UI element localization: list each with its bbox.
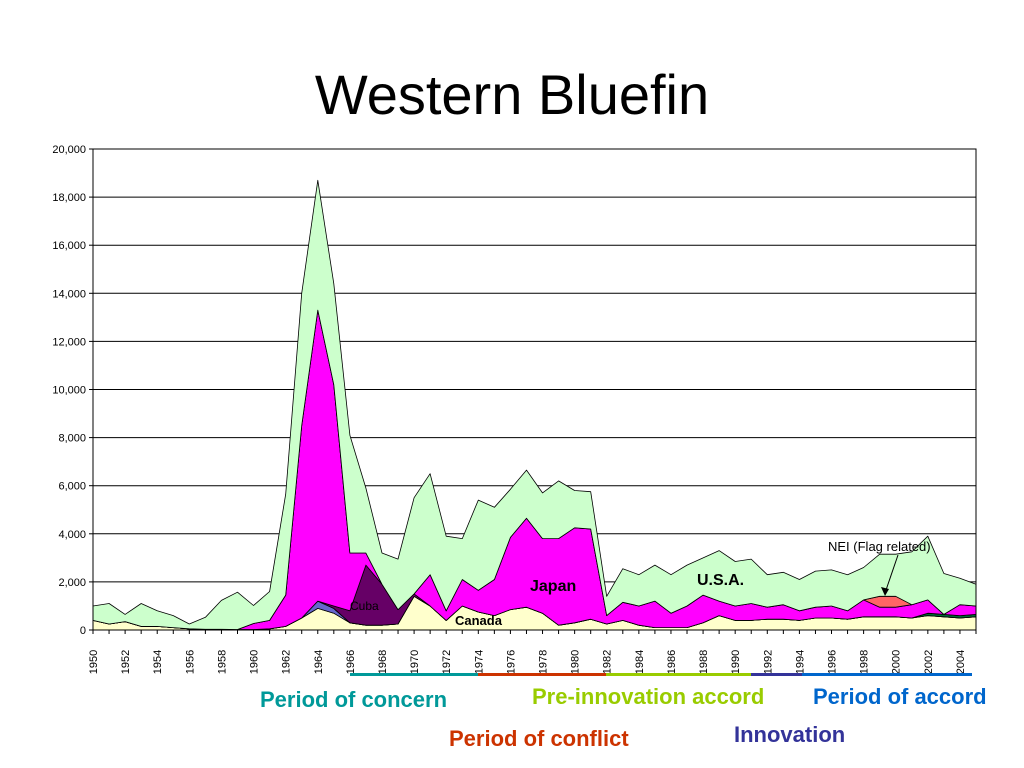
x-tick-label: 1978 <box>538 650 550 674</box>
plot-frame <box>92 148 977 631</box>
y-tick-label: 2,000 <box>58 577 86 589</box>
x-tick-label: 2002 <box>923 650 935 674</box>
y-tick-label: 18,000 <box>52 192 86 204</box>
y-tick-label: 14,000 <box>52 288 86 300</box>
label-canada: Canada <box>455 613 503 628</box>
period-label-accord: Period of accord <box>813 684 987 709</box>
nei-pointer-arrowhead <box>881 587 889 596</box>
slide-title: Western Bluefin <box>314 63 710 126</box>
period-label-conflict: Period of conflict <box>449 726 629 751</box>
label-usa: U.S.A. <box>697 572 744 589</box>
period-bar-conflict <box>478 673 606 676</box>
x-tick-label: 1992 <box>762 650 774 674</box>
period-bar-accord <box>802 673 972 676</box>
label-nei: NEI (Flag related) <box>828 539 931 554</box>
y-tick-label: 0 <box>80 625 86 637</box>
x-tick-label: 1980 <box>570 650 582 674</box>
y-tick-label: 10,000 <box>52 385 86 397</box>
x-tick-label: 1972 <box>441 650 453 674</box>
period-bar-pre-innovation <box>606 673 751 676</box>
period-label-pre-innovation: Pre-innovation accord <box>532 684 765 709</box>
x-tick-label: 1998 <box>859 650 871 674</box>
period-bar-concern <box>350 673 478 676</box>
period-bar-innovation <box>751 673 802 676</box>
period-label-concern: Period of concern <box>260 687 448 712</box>
x-tick-label: 2000 <box>891 650 903 674</box>
x-tick-label: 1950 <box>88 650 100 674</box>
x-tick-label: 1982 <box>602 650 614 674</box>
y-tick-label: 12,000 <box>52 336 86 348</box>
label-japan: Japan <box>530 578 576 595</box>
y-tick-label: 8,000 <box>58 433 86 445</box>
x-tick-label: 1958 <box>216 650 228 674</box>
y-tick-label: 20,000 <box>52 144 86 156</box>
x-tick-label: 1964 <box>313 650 325 674</box>
y-tick-label: 6,000 <box>58 481 86 493</box>
x-tick-label: 2004 <box>955 650 967 674</box>
x-tick-label: 1968 <box>377 650 389 674</box>
x-tick-label: 1962 <box>281 650 293 674</box>
x-tick-label: 1990 <box>730 650 742 674</box>
x-tick-label: 1976 <box>505 650 517 674</box>
x-tick-label: 1986 <box>666 650 678 674</box>
x-tick-label: 1984 <box>634 650 646 674</box>
x-tick-label: 1966 <box>345 650 357 674</box>
x-tick-label: 1996 <box>827 650 839 674</box>
label-cuba: Cuba <box>350 599 379 613</box>
x-tick-label: 1960 <box>249 650 261 674</box>
nei-pointer-line <box>884 554 899 594</box>
x-tick-label: 1974 <box>473 650 485 674</box>
x-tick-label: 1994 <box>794 650 806 674</box>
y-tick-label: 16,000 <box>52 240 86 252</box>
x-tick-label: 1952 <box>120 650 132 674</box>
period-label-innovation: Innovation <box>734 722 846 747</box>
x-tick-label: 1954 <box>152 650 164 674</box>
x-tick-label: 1956 <box>184 650 196 674</box>
x-tick-label: 1970 <box>409 650 421 674</box>
y-tick-label: 4,000 <box>58 529 86 541</box>
x-tick-label: 1988 <box>698 650 710 674</box>
